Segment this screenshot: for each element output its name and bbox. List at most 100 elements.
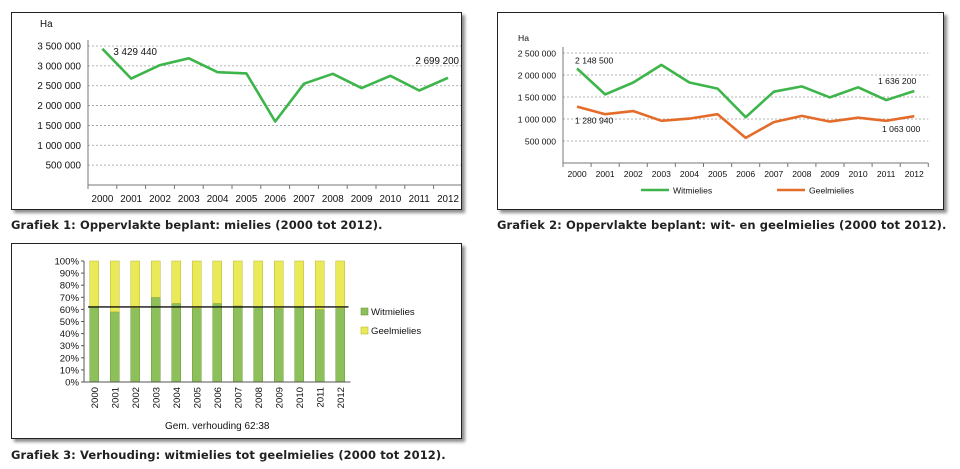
chart1-xtick-label: 2003 bbox=[178, 194, 200, 205]
chart2-series-line-0 bbox=[576, 63, 915, 119]
chart3-bar-witmielies bbox=[335, 307, 345, 383]
chart1-data-label: 2 699 200 bbox=[415, 56, 459, 67]
chart3-xtick-label: 2009 bbox=[274, 387, 285, 408]
chart2-ytick-label: 1 500 000 bbox=[518, 93, 556, 103]
chart3-xtick-label: 2001 bbox=[110, 387, 121, 408]
chart2-xtick-label: 2011 bbox=[877, 169, 896, 179]
chart2-xtick-label: 2005 bbox=[708, 169, 727, 179]
chart2-ylabel: Ha bbox=[518, 33, 529, 43]
chart1-xtick-label: 2000 bbox=[92, 194, 114, 205]
chart1-xtick-label: 2002 bbox=[149, 194, 171, 205]
chart3-ytick-label: 100% bbox=[54, 257, 79, 268]
chart2-ytick-label: 2 500 000 bbox=[518, 49, 556, 59]
chart3-bar-geelmielies bbox=[253, 260, 263, 308]
chart3-xtick-label: 2002 bbox=[131, 387, 142, 408]
caption-1: Grafiek 1: Oppervlakte beplant: mielies … bbox=[11, 218, 383, 232]
chart3-xtick-label: 2007 bbox=[233, 387, 244, 408]
chart3-xtick-label: 2004 bbox=[172, 386, 183, 408]
chart3-bar-geelmielies bbox=[233, 260, 243, 307]
chart2-xtick-label: 2009 bbox=[820, 169, 839, 179]
chart3-legend-label: Geelmielies bbox=[371, 326, 421, 337]
chart3-bar-witmielies bbox=[171, 303, 181, 383]
chart1-ytick-label: 3 500 000 bbox=[37, 42, 81, 53]
chart1-ytick-label: 1 000 000 bbox=[37, 141, 81, 152]
chart3-ytick-label: 90% bbox=[60, 269, 80, 280]
chart3-bar-geelmielies bbox=[171, 260, 181, 304]
chart3-bar-witmielies bbox=[233, 305, 243, 383]
chart3-bar-witmielies bbox=[89, 306, 99, 383]
chart2-xtick-label: 2008 bbox=[792, 169, 811, 179]
chart2-xtick-label: 2012 bbox=[905, 169, 924, 179]
chart3-ytick-label: 80% bbox=[60, 281, 80, 292]
chart3-xtick-label: 2006 bbox=[213, 387, 224, 408]
chart2-ytick-label: 1 000 000 bbox=[518, 115, 556, 125]
chart3-bar-witmielies bbox=[192, 307, 202, 383]
chart3-xtick-label: 2010 bbox=[295, 387, 306, 408]
chart2-series-line-1 bbox=[576, 105, 915, 140]
chart3-ytick-label: 70% bbox=[60, 293, 80, 304]
chart3-ytick-label: 40% bbox=[60, 329, 80, 340]
chart3-bar-geelmielies bbox=[110, 260, 120, 313]
chart1-data-label: 3 429 440 bbox=[113, 47, 157, 58]
chart1-xtick-label: 2005 bbox=[236, 194, 258, 205]
chart1-xtick-label: 2001 bbox=[120, 194, 142, 205]
chart1-ylabel: Ha bbox=[40, 19, 53, 30]
chart3-ytick-label: 30% bbox=[60, 341, 80, 352]
chart1-ytick-label: 3 000 000 bbox=[37, 61, 81, 72]
chart-3-svg: 0% 10%20%30%40%50%60%70%80%90%100% 2000 200… bbox=[54, 257, 421, 433]
chart2-xtick-label: 2000 bbox=[567, 169, 586, 179]
chart3-xtick-label: 2011 bbox=[315, 387, 326, 408]
chart1-ytick-label: 2 500 000 bbox=[37, 81, 81, 92]
chart3-bar-geelmielies bbox=[315, 260, 325, 310]
caption-2: Grafiek 2: Oppervlakte beplant: wit- en … bbox=[497, 218, 947, 232]
chart2-ytick-label: 500 000 bbox=[525, 137, 556, 147]
chart2-ytick-label: 2 000 000 bbox=[518, 71, 556, 81]
chart3-xtick-label: 2003 bbox=[151, 387, 162, 408]
chart1-xtick-label: 2010 bbox=[380, 194, 402, 205]
caption-3: Grafiek 3: Verhouding: witmielies tot ge… bbox=[11, 448, 446, 462]
chart3-bar-geelmielies bbox=[89, 260, 99, 308]
chart1-xtick-label: 2012 bbox=[437, 194, 459, 205]
chart3-ytick-label: 20% bbox=[60, 353, 80, 364]
chart3-bar-geelmielies bbox=[151, 260, 161, 298]
chart1-xtick-label: 2004 bbox=[207, 194, 229, 205]
chart-2-svg: 500 000 1 000 000 1 500 000 2 000 000 2 500 … bbox=[518, 33, 929, 196]
chart2-xtick-label: 2001 bbox=[596, 169, 615, 179]
chart3-bar-witmielies bbox=[294, 306, 304, 383]
chart3-ytick-label: 0% bbox=[65, 378, 79, 389]
chart1-ytick-label: 1 500 000 bbox=[37, 121, 81, 132]
chart3-bar-geelmielies bbox=[335, 260, 345, 309]
chart3-bar-witmielies bbox=[274, 307, 284, 383]
chart3-xtick-label: 2005 bbox=[192, 387, 203, 408]
chart3-xtick-label: 2000 bbox=[90, 387, 101, 408]
chart3-bar-witmielies bbox=[151, 297, 161, 383]
chart3-legend-swatch bbox=[360, 307, 369, 316]
chart3-xtick-label: 2012 bbox=[336, 387, 347, 408]
chart2-xtick-label: 2002 bbox=[624, 169, 643, 179]
chart2-xtick-label: 2010 bbox=[848, 169, 867, 179]
chart2-data-label: 2 148 500 bbox=[575, 55, 613, 65]
chart1-xtick-label: 2011 bbox=[409, 194, 430, 205]
chart3-bar-witmielies bbox=[253, 306, 263, 383]
chart1-series-line-0 bbox=[101, 47, 449, 123]
chart1-xtick-label: 2006 bbox=[264, 194, 286, 205]
chart2-data-label: 1 280 940 bbox=[575, 116, 613, 126]
chart3-ytick-label: 10% bbox=[60, 365, 80, 376]
chart-panel-3: 0% 10% 20% 30% 40% 50% 60% 70% 80% 90% 100% 2000 200… bbox=[11, 243, 462, 439]
chart-panel-1: 500 000 1 000 000 1 500 000 2 000 000 2 500 … bbox=[11, 12, 462, 210]
chart2-xtick-label: 2006 bbox=[736, 169, 755, 179]
chart1-ytick-label: 2 000 000 bbox=[37, 101, 81, 112]
chart-1-svg: 500 000 1 000 000 1 500 000 2 000 000 2 500 … bbox=[37, 19, 461, 205]
chart2-xtick-label: 2007 bbox=[764, 169, 783, 179]
chart3-bar-witmielies bbox=[130, 307, 140, 383]
chart2-data-label: 1 636 200 bbox=[878, 76, 916, 86]
chart2-xtick-label: 2004 bbox=[680, 169, 699, 179]
chart3-bar-geelmielies bbox=[274, 260, 284, 309]
chart3-legend-label: Witmielies bbox=[371, 307, 415, 318]
chart2-legend-label: Geelmielies bbox=[809, 186, 854, 196]
chart3-bar-geelmielies bbox=[192, 260, 202, 309]
chart3-bar-geelmielies bbox=[294, 260, 304, 308]
chart3-bar-geelmielies bbox=[130, 260, 140, 309]
chart3-ytick-label: 50% bbox=[60, 317, 80, 328]
chart-panel-2: 500 000 1 000 000 1 500 000 2 000 000 2 500 … bbox=[497, 12, 944, 210]
